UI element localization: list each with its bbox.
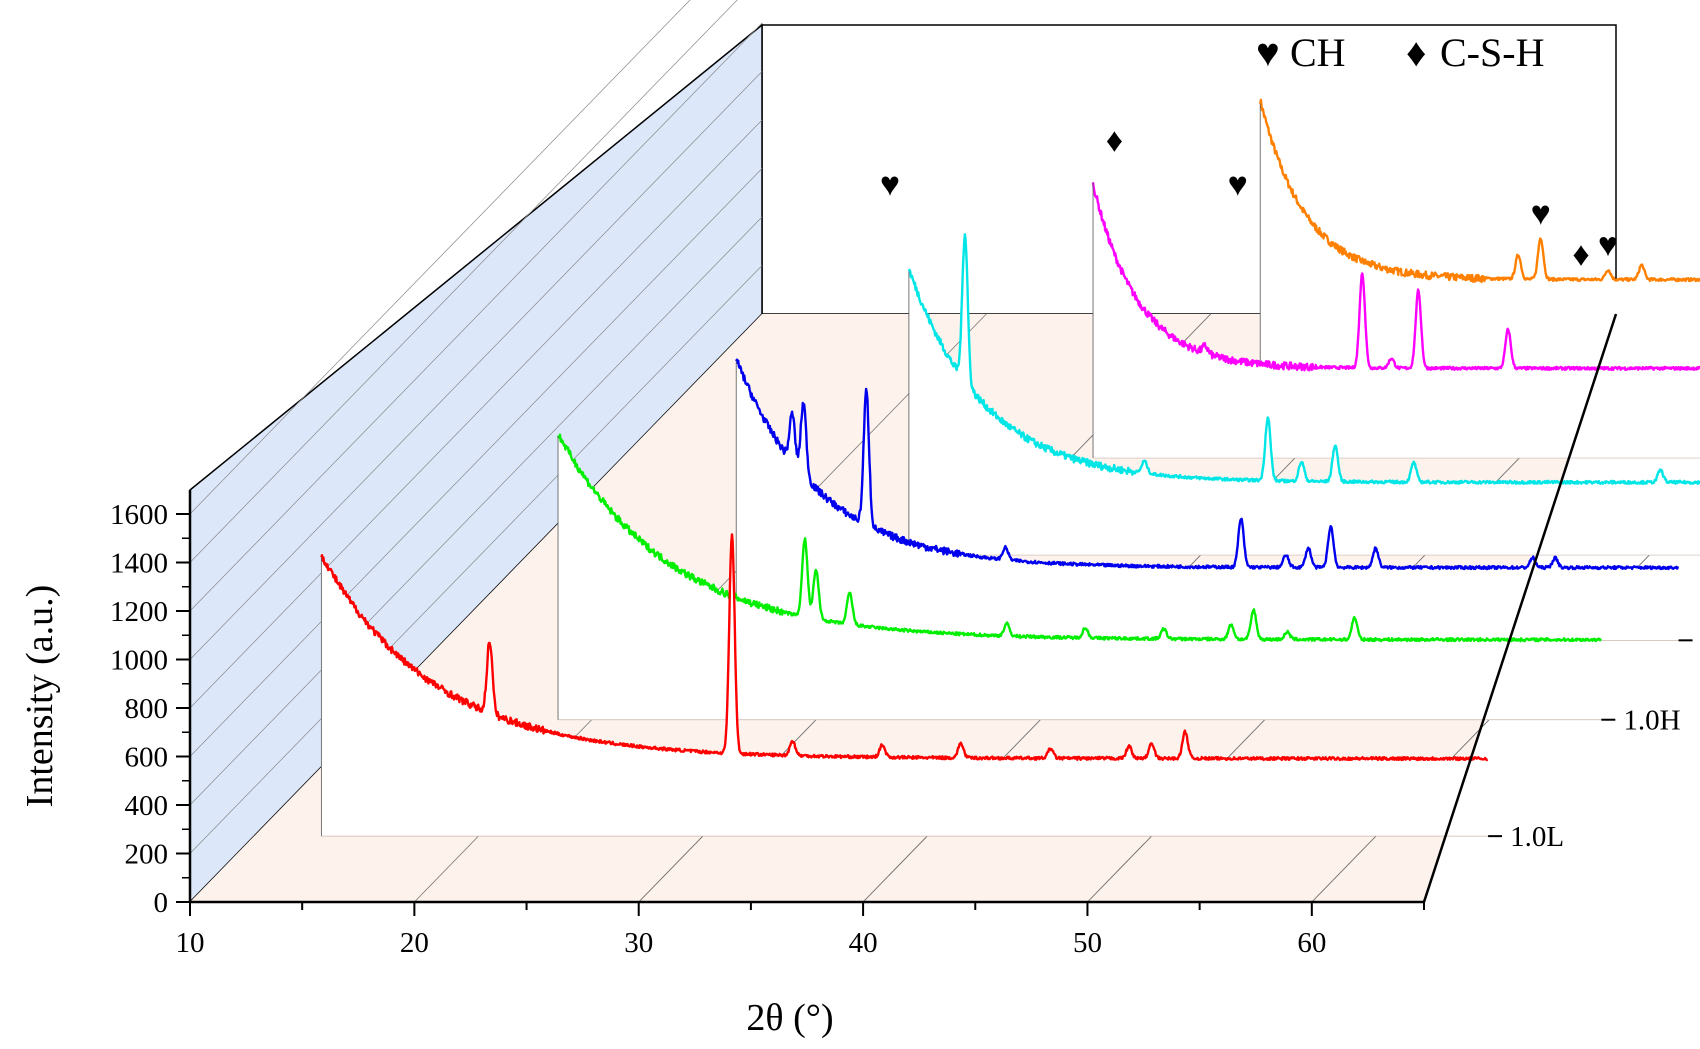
y-tick-label: 1600 bbox=[110, 499, 168, 531]
peak-marker-c-s-h: ♦ bbox=[1106, 123, 1123, 160]
series-plane bbox=[1260, 99, 1700, 367]
legend-ch-label: CH bbox=[1290, 30, 1346, 75]
x-tick-label: 20 bbox=[400, 927, 429, 959]
x-tick-label: 30 bbox=[624, 927, 653, 959]
series-plane bbox=[558, 434, 1602, 720]
series-label-1.0L: 1.0L bbox=[1510, 821, 1564, 853]
y-axis-title: Intensity (a.u.) bbox=[19, 585, 61, 808]
peak-marker-ch: ♥ bbox=[1228, 166, 1248, 203]
series-line bbox=[735, 358, 1680, 571]
series-plane bbox=[908, 234, 1700, 556]
y-tick-label: 1200 bbox=[110, 596, 168, 628]
wall-gridline bbox=[189, 22, 763, 612]
y-tick-label: 200 bbox=[125, 839, 169, 871]
x-tick-label: 50 bbox=[1073, 927, 1102, 959]
series-plane bbox=[1093, 182, 1700, 459]
wall-gridline bbox=[189, 71, 763, 660]
y-tick-label: 400 bbox=[125, 790, 169, 822]
depth-axis-line bbox=[1422, 313, 1618, 903]
wall-gridline bbox=[189, 119, 763, 709]
x-tick-label: 40 bbox=[849, 927, 878, 959]
series-line bbox=[907, 233, 1700, 485]
legend-ch-symbol: ♥ bbox=[1256, 30, 1280, 75]
x-tick-label: 10 bbox=[176, 927, 205, 959]
series-label-1.0H: 1.0H bbox=[1623, 705, 1680, 737]
y-ticks: 0 200 400 600 800 1000 1200 1400 1600 bbox=[110, 499, 190, 919]
y-tick-label: 800 bbox=[125, 693, 169, 725]
x-axis-title: 2θ (°) bbox=[746, 997, 833, 1039]
peak-marker-ch: ♥ bbox=[880, 166, 900, 203]
y-tick-label: 1000 bbox=[110, 645, 168, 677]
series-2.3W bbox=[1091, 182, 1700, 459]
peak-marker-ch: ♥ bbox=[1531, 195, 1551, 232]
series-plane bbox=[321, 534, 1489, 837]
legend-csh-symbol: ♦ bbox=[1406, 30, 1426, 75]
series-labels: 1.0L1.0H1.6W1.6L2.3W2.3H bbox=[1488, 639, 1693, 853]
series-layer bbox=[320, 98, 1700, 837]
series-plane bbox=[736, 359, 1679, 641]
y-tick-label: 1400 bbox=[110, 548, 168, 580]
series-line bbox=[320, 533, 1489, 762]
y-tick-label: 600 bbox=[125, 742, 169, 774]
series-1.0L bbox=[320, 533, 1489, 837]
legend: ♥ CH ♦ C-S-H bbox=[1256, 30, 1544, 75]
wall-gridline bbox=[189, 265, 763, 854]
legend-csh-label: C-S-H bbox=[1440, 30, 1544, 75]
y-tick-label: 0 bbox=[154, 887, 169, 919]
series-line bbox=[1259, 98, 1700, 284]
peak-marker-c-s-h: ♦ bbox=[1572, 237, 1589, 274]
x-tick-label: 60 bbox=[1297, 927, 1326, 959]
peak-marker-ch: ♥ bbox=[1598, 227, 1618, 264]
wall-gridline bbox=[189, 0, 691, 515]
wall-gridline bbox=[189, 0, 738, 563]
annotation-layer: ♥♦♥♥♦ ♥ bbox=[880, 123, 1618, 274]
wall-gridline bbox=[189, 168, 763, 757]
x-ticks: 10 20 30 40 50 60 bbox=[176, 902, 1425, 959]
wall-gridline bbox=[189, 216, 763, 806]
series-line bbox=[1091, 182, 1700, 372]
